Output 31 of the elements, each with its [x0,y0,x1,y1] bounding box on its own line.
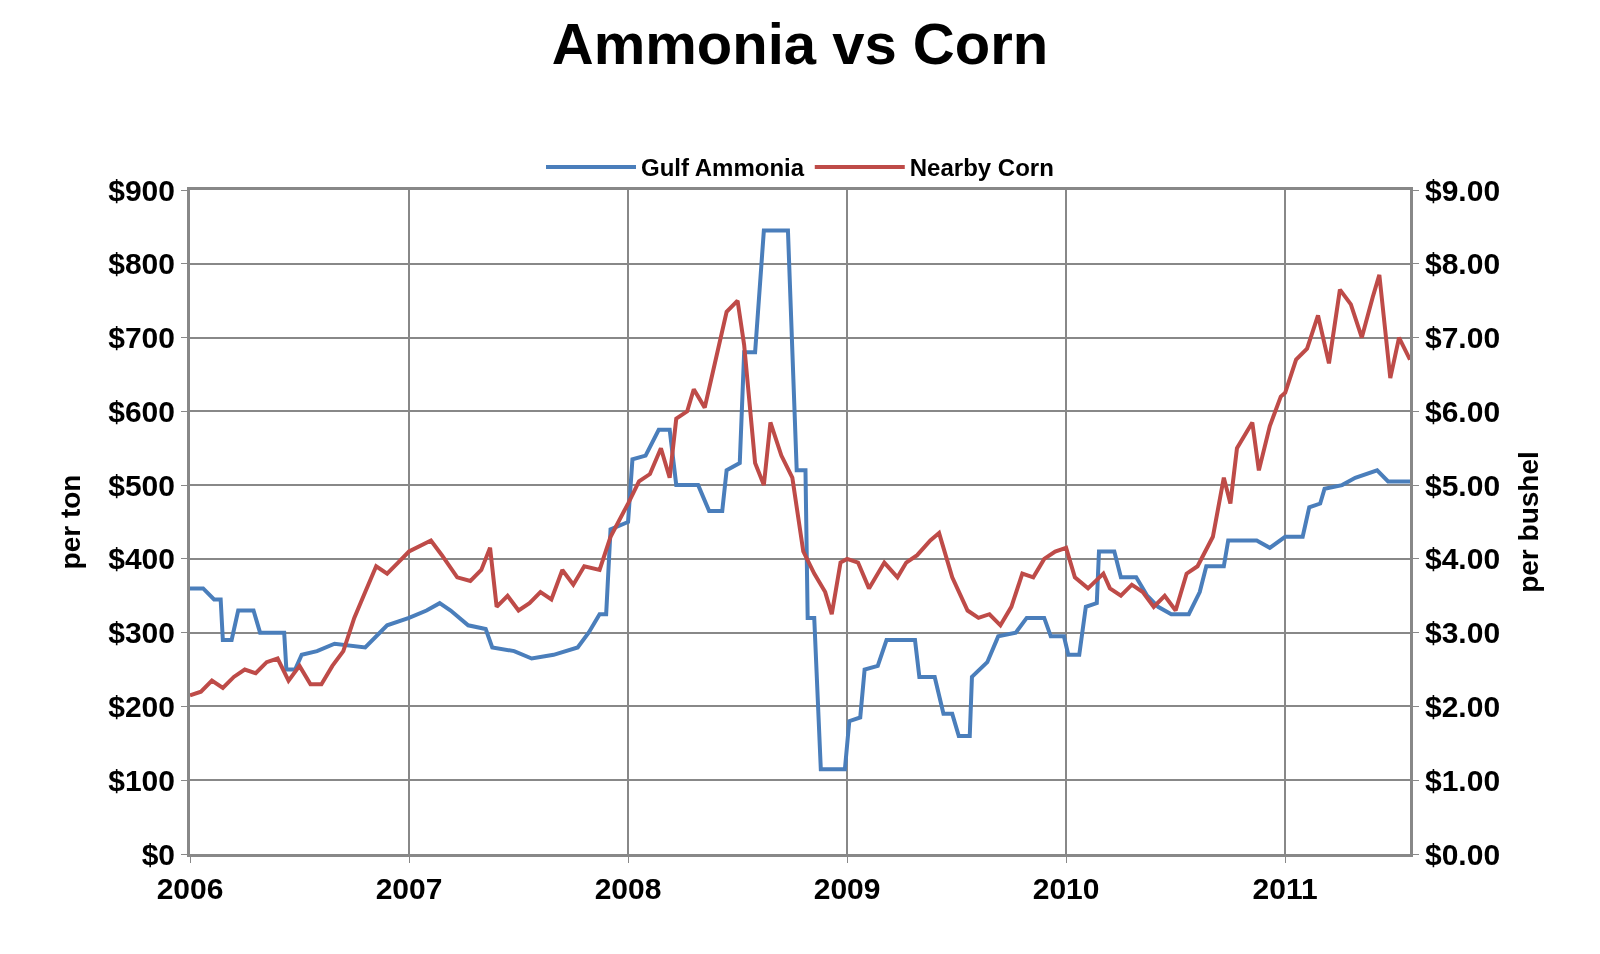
y2-tick-label: $1.00 [1425,763,1501,797]
y2-tick-label: $2.00 [1425,689,1501,723]
x-tick-label: 2010 [1032,872,1100,905]
y-tick-label: $700 [108,321,175,355]
y-tick-label: $100 [108,763,175,797]
x-tick-label: 2007 [375,872,443,905]
legend-label: Gulf Ammonia [641,154,805,182]
chart-title: Ammonia vs Corn [551,11,1049,77]
y-tick-label: $200 [108,689,175,723]
y2-tick-label: $7.00 [1425,321,1501,355]
y-tick-label: $400 [108,542,175,576]
y-axis-title: per ton [54,474,86,570]
y2-tick-label: $3.00 [1425,616,1501,650]
y-tick-label: $800 [108,247,175,281]
y2-tick-label: $8.00 [1425,247,1501,281]
x-tick-label: 2006 [156,872,224,905]
y2-tick-label: $0.00 [1425,837,1501,871]
y2-tick-label: $9.00 [1425,173,1501,207]
x-tick-label: 2008 [594,872,662,905]
y-tick-label: $0 [141,837,175,871]
y2-tick-label: $5.00 [1425,468,1501,502]
y-tick-label: $900 [108,173,175,207]
y2-tick-label: $4.00 [1425,542,1501,576]
y-tick-label: $500 [108,468,175,502]
legend-label: Nearby Corn [909,154,1054,182]
y2-axis-title: per bushel [1513,451,1545,593]
x-tick-label: 2011 [1252,872,1318,905]
y2-tick-label: $6.00 [1425,394,1501,428]
x-tick-label: 2009 [813,872,881,905]
y-tick-label: $300 [108,616,175,650]
y-tick-label: $600 [108,394,175,428]
